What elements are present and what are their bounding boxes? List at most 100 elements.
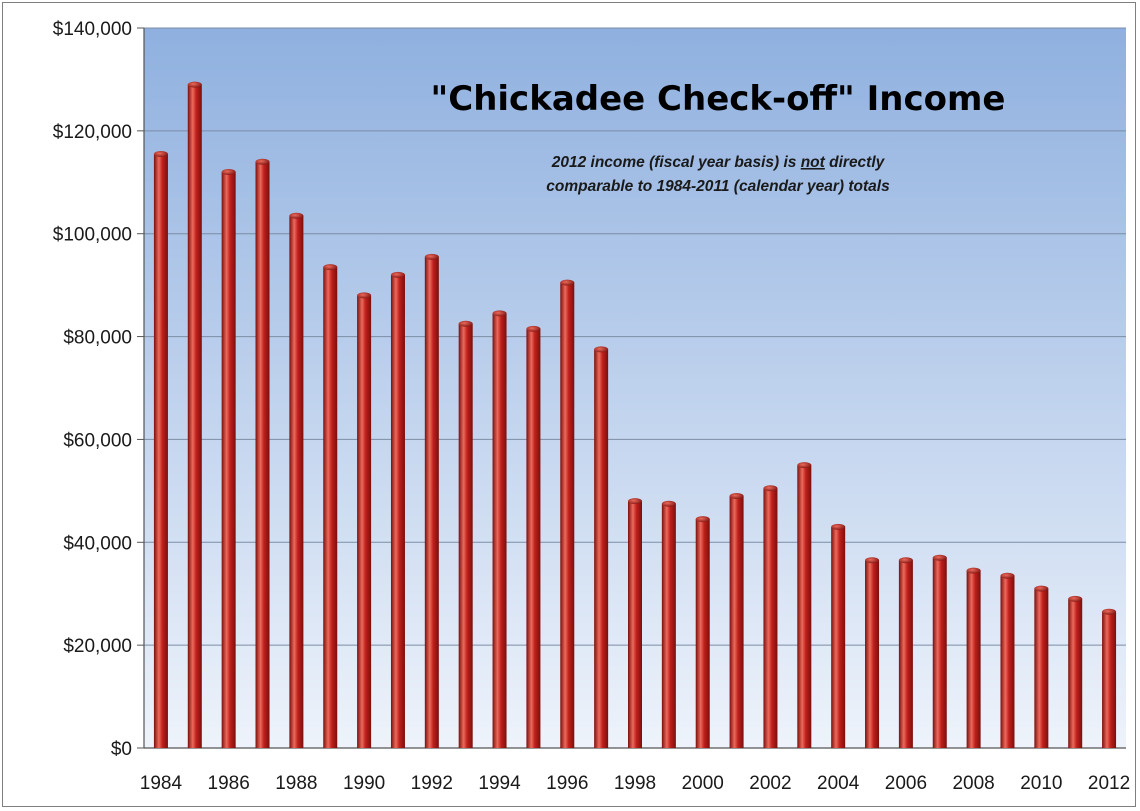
bar-group bbox=[695, 516, 710, 748]
bar bbox=[390, 274, 405, 748]
bar-cap bbox=[1034, 585, 1049, 592]
x-tick-label: 2002 bbox=[749, 773, 791, 794]
bar-cap bbox=[763, 485, 778, 492]
bar bbox=[560, 282, 575, 748]
annotation-underlined-word: not bbox=[801, 154, 826, 171]
bar bbox=[323, 267, 338, 748]
bar bbox=[1068, 598, 1083, 748]
bar bbox=[526, 328, 541, 748]
bar-group bbox=[153, 151, 168, 748]
bar-cap bbox=[695, 516, 710, 523]
x-tick-label: 2006 bbox=[885, 773, 927, 794]
bar bbox=[932, 557, 947, 748]
bar bbox=[255, 161, 270, 748]
y-tick-label: $20,000 bbox=[63, 636, 132, 657]
bar-group bbox=[1034, 585, 1049, 748]
bar-group bbox=[560, 279, 575, 748]
bar-cap bbox=[357, 292, 372, 299]
x-tick-label: 2012 bbox=[1088, 773, 1130, 794]
bar-group bbox=[221, 169, 236, 748]
bar bbox=[966, 570, 981, 748]
bar bbox=[661, 503, 676, 748]
y-tick-label: $0 bbox=[111, 739, 132, 760]
bar-group bbox=[289, 212, 304, 748]
bar-group bbox=[187, 81, 202, 749]
bar bbox=[729, 496, 744, 748]
bar bbox=[458, 323, 473, 748]
bar-cap bbox=[1102, 608, 1117, 615]
x-tick-label: 1994 bbox=[478, 773, 521, 794]
bar-cap bbox=[255, 158, 270, 165]
bar bbox=[797, 465, 812, 748]
bar-group bbox=[390, 271, 405, 748]
bar-cap bbox=[797, 462, 812, 469]
bar-cap bbox=[594, 346, 609, 353]
bar-cap bbox=[628, 498, 642, 505]
bar-group bbox=[458, 320, 473, 748]
bar bbox=[289, 215, 304, 748]
bar-cap bbox=[865, 557, 880, 564]
y-tick-label: $100,000 bbox=[53, 225, 132, 246]
bar-cap bbox=[526, 325, 541, 332]
bar-cap bbox=[187, 81, 202, 88]
bar-group bbox=[492, 310, 507, 748]
bar-cap bbox=[831, 523, 846, 530]
chart-title: "Chickadee Check-off" Income bbox=[431, 79, 1006, 119]
bar bbox=[831, 526, 846, 748]
bar-cap bbox=[424, 253, 439, 260]
y-tick-label: $120,000 bbox=[53, 122, 132, 143]
bar-group bbox=[797, 462, 812, 748]
x-tick-label: 1998 bbox=[614, 773, 656, 794]
bar-cap bbox=[458, 320, 473, 327]
annotation-text: directly bbox=[825, 154, 886, 171]
bar-group bbox=[729, 493, 744, 748]
annotation-line-1: 2012 income (fiscal year basis) is not d… bbox=[551, 154, 886, 171]
bar bbox=[424, 256, 439, 748]
bar bbox=[1034, 588, 1049, 748]
x-tick-label: 1986 bbox=[208, 773, 250, 794]
bar-group bbox=[966, 567, 981, 748]
x-tick-label: 2004 bbox=[817, 773, 860, 794]
bar-group bbox=[763, 485, 778, 748]
bar-cap bbox=[323, 264, 338, 271]
x-tick-label: 1996 bbox=[546, 773, 588, 794]
x-tick-label: 2010 bbox=[1020, 773, 1062, 794]
bar-group bbox=[1102, 608, 1117, 748]
bar-group bbox=[323, 264, 338, 748]
x-tick-label: 2000 bbox=[682, 773, 724, 794]
bar-group bbox=[255, 158, 270, 748]
bar-group bbox=[831, 523, 846, 748]
bar-group bbox=[357, 292, 372, 748]
bar-cap bbox=[492, 310, 507, 317]
bar-group bbox=[424, 253, 439, 748]
bar bbox=[1000, 575, 1015, 748]
bar-cap bbox=[560, 279, 575, 286]
annotation-line-2: comparable to 1984-2011 (calendar year) … bbox=[546, 178, 890, 195]
y-tick-label: $140,000 bbox=[53, 19, 132, 40]
bar-group bbox=[526, 325, 541, 748]
bar bbox=[357, 295, 372, 748]
x-tick-label: 1984 bbox=[140, 773, 183, 794]
annotation-text: 2012 income (fiscal year basis) is bbox=[551, 154, 801, 171]
y-tick-label: $60,000 bbox=[63, 430, 132, 451]
bar bbox=[594, 349, 609, 748]
bar-group bbox=[628, 498, 642, 748]
bar-cap bbox=[153, 151, 168, 157]
bar-cap bbox=[661, 500, 676, 507]
bar-cap bbox=[1068, 595, 1083, 602]
bar-cap bbox=[1000, 572, 1015, 579]
bar bbox=[153, 154, 168, 748]
bar bbox=[695, 519, 710, 748]
bar bbox=[1102, 611, 1117, 748]
bar bbox=[221, 172, 236, 748]
bar bbox=[763, 488, 778, 748]
x-tick-label: 1990 bbox=[343, 773, 385, 794]
bar bbox=[187, 84, 202, 749]
bar-cap bbox=[221, 169, 236, 175]
bar-group bbox=[932, 554, 947, 748]
y-tick-label: $40,000 bbox=[63, 533, 132, 554]
bar-group bbox=[898, 557, 913, 748]
bar-group bbox=[865, 557, 880, 748]
bar-group bbox=[1068, 595, 1083, 748]
